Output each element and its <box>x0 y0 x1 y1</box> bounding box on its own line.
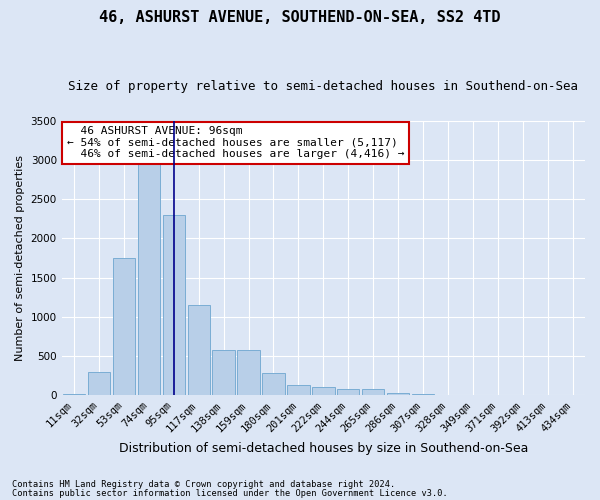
Text: Contains HM Land Registry data © Crown copyright and database right 2024.: Contains HM Land Registry data © Crown c… <box>12 480 395 489</box>
Bar <box>362 390 385 395</box>
Bar <box>387 393 409 395</box>
Bar <box>412 394 434 395</box>
Bar <box>238 350 260 395</box>
Bar <box>262 373 285 395</box>
Bar <box>63 394 85 395</box>
Text: 46, ASHURST AVENUE, SOUTHEND-ON-SEA, SS2 4TD: 46, ASHURST AVENUE, SOUTHEND-ON-SEA, SS2… <box>99 10 501 25</box>
Bar <box>163 214 185 395</box>
Bar <box>212 350 235 395</box>
Title: Size of property relative to semi-detached houses in Southend-on-Sea: Size of property relative to semi-detach… <box>68 80 578 93</box>
Y-axis label: Number of semi-detached properties: Number of semi-detached properties <box>15 155 25 361</box>
Text: Contains public sector information licensed under the Open Government Licence v3: Contains public sector information licen… <box>12 488 448 498</box>
Bar <box>312 388 335 395</box>
Bar <box>137 156 160 395</box>
X-axis label: Distribution of semi-detached houses by size in Southend-on-Sea: Distribution of semi-detached houses by … <box>119 442 528 455</box>
Bar <box>337 389 359 395</box>
Bar <box>188 305 210 395</box>
Bar <box>88 372 110 395</box>
Bar <box>287 385 310 395</box>
Bar <box>113 258 135 395</box>
Text: 46 ASHURST AVENUE: 96sqm
← 54% of semi-detached houses are smaller (5,117)
  46%: 46 ASHURST AVENUE: 96sqm ← 54% of semi-d… <box>67 126 404 159</box>
